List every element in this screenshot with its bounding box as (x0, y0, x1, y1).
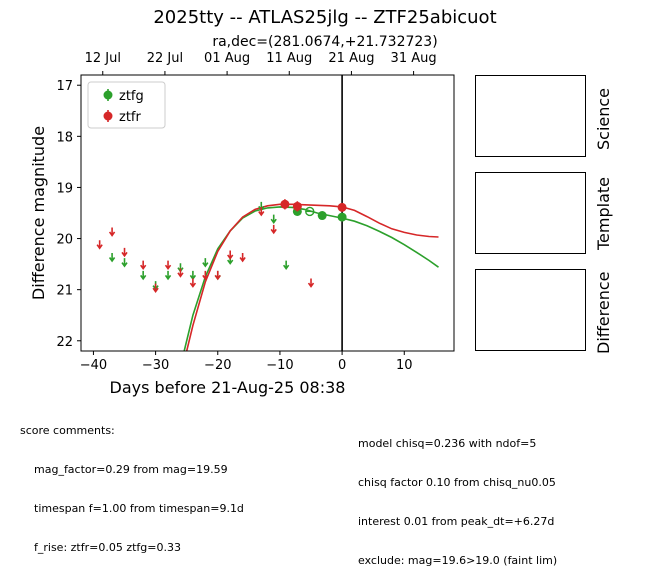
difference-image-panel (475, 269, 586, 351)
upper-limit-ztfg (282, 260, 290, 271)
upper-limit-ztfg (164, 270, 172, 281)
score-comment-line: timespan f=1.00 from timespan=9.1d (34, 502, 244, 515)
upper-limit-ztfr (152, 283, 159, 294)
y-tick-label: 21 (56, 284, 73, 299)
legend-label-ztfr: ztfr (119, 110, 141, 125)
light-curve-plot: −40 −30 −20 −10 0 10 17 18 19 20 21 22 12 Jul 22 Jul 0… (29, 51, 455, 397)
upper-limit-ztfr (270, 224, 277, 235)
upper-limit-ztfr (214, 270, 221, 281)
top-date-tick-label: 11 Aug (266, 51, 312, 66)
top-date-tick-label: 01 Aug (204, 51, 250, 66)
score-comment-line: mag_factor=0.29 from mag=19.59 (34, 463, 228, 476)
data-point-ztfr (292, 201, 302, 211)
plot-frame (80, 74, 455, 352)
legend-marker-ztfg (103, 90, 113, 100)
upper-limit-ztfg (121, 258, 128, 268)
upper-limit-ztfr (164, 260, 172, 271)
y-tick-label: 17 (56, 79, 73, 94)
figure-subtitle: ra,dec=(281.0674,+21.732723) (212, 34, 438, 50)
upper-limit-ztfr (202, 270, 209, 281)
top-date-tick-label: 12 Jul (85, 51, 121, 66)
upper-limit-ztfr (227, 250, 234, 260)
template-image-panel (475, 172, 586, 254)
legend-label-ztfg: ztfg (119, 89, 144, 104)
data-point-ztfr (280, 199, 290, 209)
y-tick-label: 20 (56, 233, 73, 248)
upper-limit-ztfr (108, 227, 116, 237)
upper-limit-ztfr (121, 247, 128, 258)
data-point-ztfg (337, 212, 347, 222)
upper-limit-ztfr (96, 240, 103, 250)
upper-limit-ztfg (189, 270, 197, 281)
plot-area (96, 75, 439, 351)
x-tick-label: 10 (396, 358, 413, 373)
upper-limit-ztfr (307, 278, 315, 288)
figure-title: 2025tty -- ATLAS25jlg -- ZTF25abicuot (153, 7, 497, 28)
legend-marker-ztfr (103, 111, 113, 121)
x-tick-label: 0 (338, 358, 346, 373)
x-tick-label: −40 (80, 358, 107, 373)
x-axis-label: Days before 21-Aug-25 08:38 (110, 378, 346, 397)
upper-limit-ztfr (239, 253, 246, 263)
model-comments: model chisq=0.236 with ndof=5 chisq fact… (358, 411, 557, 580)
y-tick-label: 22 (56, 335, 73, 350)
y-axis-label: Difference magnitude (29, 126, 48, 300)
x-tick-label: −10 (266, 358, 293, 373)
score-comments: score comments: mag_factor=0.29 from mag… (20, 398, 244, 567)
y-tick-label: 18 (56, 130, 73, 145)
upper-limit-ztfg (108, 253, 116, 263)
top-date-tick-label: 22 Jul (147, 51, 183, 66)
score-comment-line: f_rise: ztfr=0.05 ztfg=0.33 (34, 541, 181, 554)
model-comment-line: chisq factor 0.10 from chisq_nu0.05 (358, 476, 556, 489)
upper-limit-ztfg (202, 258, 209, 268)
model-comment-line: model chisq=0.236 with ndof=5 (358, 437, 537, 450)
upper-limit-ztfg (270, 214, 277, 225)
top-date-tick-label: 21 Aug (328, 51, 374, 66)
model-comment-line: exclude: mag=19.6>19.0 (faint lim) (358, 554, 558, 567)
score-comments-header: score comments: (20, 424, 115, 437)
upper-limit-ztfg (140, 270, 147, 281)
data-point-ztfg (317, 211, 327, 221)
difference-panel-label: Difference (594, 271, 613, 354)
top-date-tick-label: 31 Aug (391, 51, 437, 66)
x-tick-label: −30 (142, 358, 169, 373)
x-tick-label: −20 (204, 358, 231, 373)
upper-limit-ztfr (189, 278, 197, 288)
template-panel-label: Template (594, 176, 613, 250)
data-point-ztfr (337, 202, 347, 212)
y-tick-label: 19 (56, 181, 73, 196)
model-comment-line: interest 0.01 from peak_dt=+6.27d (358, 515, 555, 528)
science-panel-label: Science (594, 87, 613, 150)
upper-limit-ztfr (177, 268, 184, 278)
upper-limit-ztfr (258, 207, 265, 217)
upper-limit-ztfr (140, 260, 147, 271)
model-curve-ztfr (185, 203, 439, 351)
science-image-panel (475, 75, 586, 157)
